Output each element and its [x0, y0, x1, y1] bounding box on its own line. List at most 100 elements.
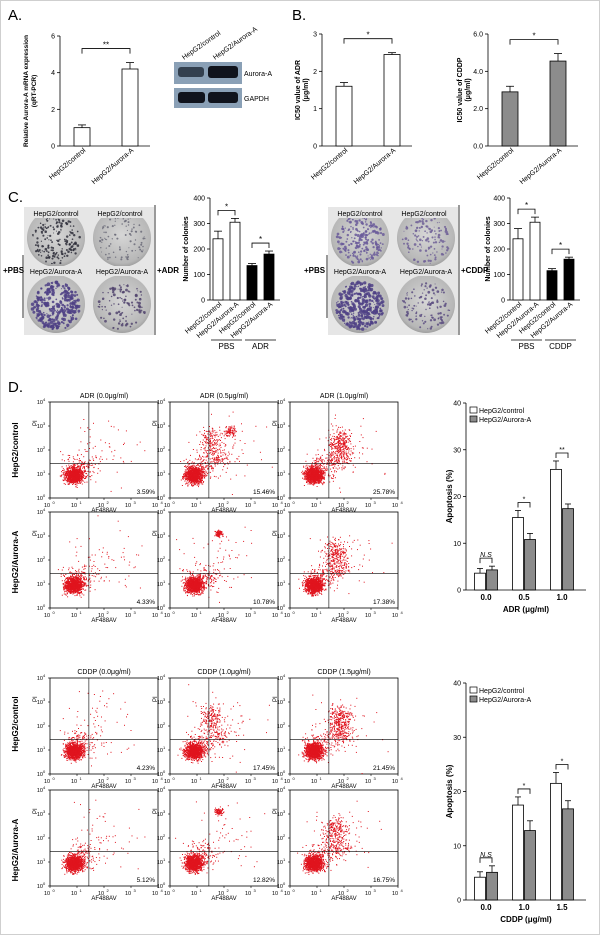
flow-dot	[57, 569, 59, 571]
flow-dot	[68, 458, 69, 460]
colony	[40, 287, 43, 290]
colony	[65, 289, 67, 292]
flow-dot	[76, 571, 78, 572]
flow-dot	[86, 577, 87, 579]
flow-dot	[79, 580, 81, 582]
flow-dot	[62, 454, 64, 456]
flow-dot	[66, 468, 68, 470]
colony	[108, 312, 112, 316]
colony	[69, 306, 72, 309]
colony	[369, 321, 371, 323]
blot-band	[178, 92, 205, 103]
colony	[42, 325, 46, 329]
flow-dot	[74, 477, 76, 479]
colony	[344, 250, 347, 252]
colony	[36, 244, 40, 247]
flow-dot	[93, 472, 95, 474]
flow-dot	[115, 567, 117, 569]
colony	[143, 311, 146, 314]
flow-dot	[67, 577, 69, 578]
colony	[115, 311, 119, 315]
flow-dot	[89, 590, 91, 592]
colony	[438, 230, 441, 232]
colony	[65, 299, 68, 302]
flow-dot	[74, 583, 76, 585]
flow-dot	[72, 473, 74, 474]
flow-dot	[68, 475, 70, 477]
colony	[359, 287, 361, 290]
colony	[137, 257, 139, 259]
y-tick-label: 6	[51, 34, 55, 41]
flow-dot	[69, 477, 71, 478]
flow-dot	[85, 565, 87, 567]
x-axis-label: AF488AV	[91, 618, 116, 624]
flow-dot	[86, 481, 88, 483]
colony	[358, 230, 361, 233]
colony	[346, 219, 349, 222]
colony	[365, 301, 368, 303]
colony	[139, 290, 142, 293]
colony	[347, 303, 350, 306]
colony	[361, 233, 365, 236]
flow-dot	[70, 475, 72, 477]
flow-dot	[94, 445, 96, 447]
colony	[48, 296, 52, 300]
colony	[358, 326, 360, 329]
colony	[73, 294, 77, 297]
colony	[44, 247, 48, 251]
colony	[50, 239, 52, 242]
colony	[378, 302, 381, 305]
flow-dot	[79, 477, 81, 479]
flow-dot	[83, 568, 85, 570]
colony	[365, 313, 367, 316]
colony	[358, 239, 361, 242]
colony	[45, 256, 48, 259]
flow-dot	[74, 474, 76, 476]
flow-dot	[113, 426, 115, 428]
colony	[360, 327, 365, 331]
x-tick-label: 1.5	[556, 903, 568, 912]
flow-dot	[59, 475, 61, 477]
flow-dot	[84, 576, 86, 578]
flow-dot	[80, 464, 82, 466]
colony	[421, 220, 424, 223]
colony	[51, 249, 54, 252]
colony	[340, 308, 343, 310]
colony	[425, 294, 428, 297]
significance-label: *	[532, 32, 535, 41]
colony	[411, 307, 413, 309]
flow-dot	[78, 587, 80, 589]
flow-dot	[72, 575, 73, 577]
colony	[363, 291, 366, 294]
flow-dot	[80, 545, 82, 547]
colony	[338, 305, 342, 309]
flow-dot	[76, 477, 78, 479]
y-tick-label: 100	[493, 272, 505, 279]
significance-bracket	[551, 248, 570, 255]
flow-dot	[74, 592, 76, 594]
colony	[76, 299, 79, 302]
flow-dot	[78, 568, 80, 570]
y-tick-label: 10	[37, 424, 43, 430]
blot-band	[208, 92, 238, 103]
colony	[342, 301, 345, 304]
colony	[110, 304, 113, 306]
colony	[47, 305, 50, 307]
flow-dot	[61, 580, 63, 582]
colony	[39, 226, 43, 229]
colony	[65, 221, 68, 225]
flow-dot	[82, 742, 84, 744]
colony	[52, 288, 55, 292]
colony	[373, 316, 375, 318]
flow-dot	[80, 586, 81, 587]
colony	[417, 245, 419, 248]
flow-dot	[80, 476, 81, 478]
colony	[375, 321, 377, 323]
flow-dot	[65, 475, 67, 477]
colony	[346, 297, 349, 301]
colony	[439, 312, 442, 315]
group-label: PBS	[518, 342, 534, 351]
colony	[352, 240, 355, 243]
colony	[46, 219, 49, 222]
colony	[129, 240, 132, 243]
